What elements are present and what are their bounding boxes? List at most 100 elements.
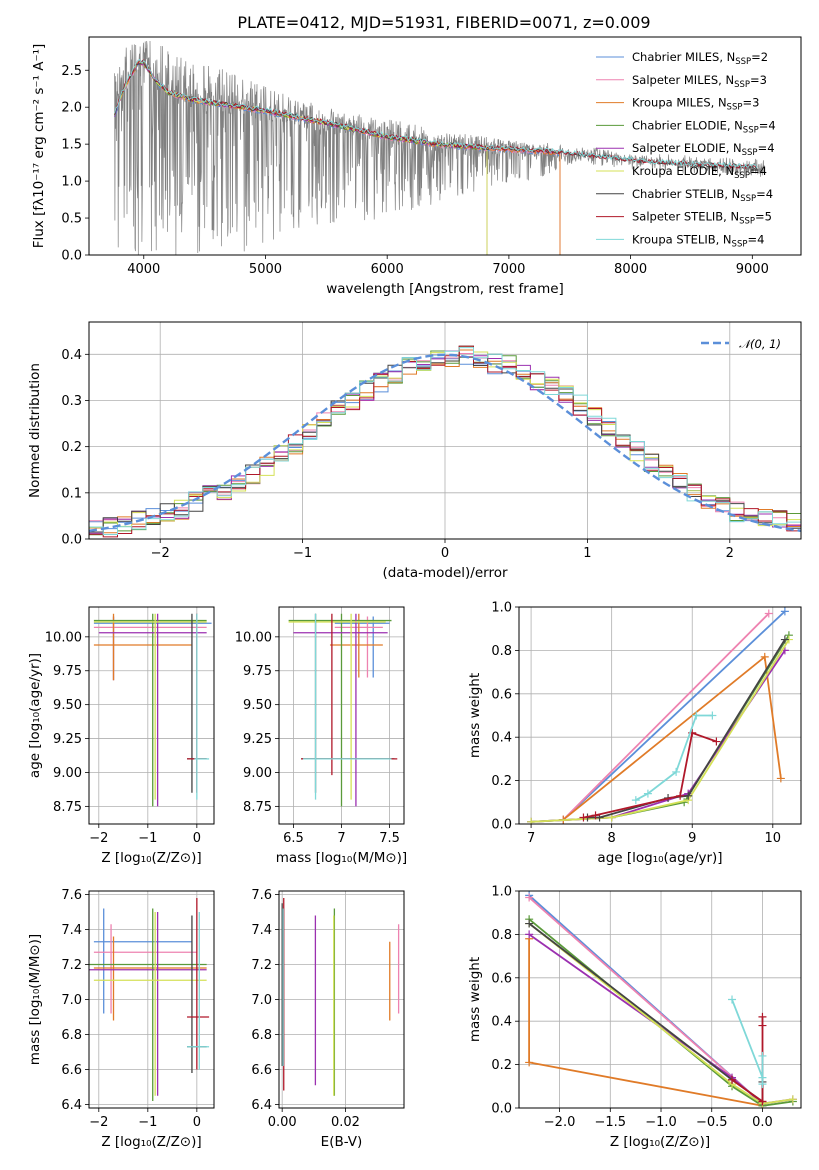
age-vs-Z-xtick-label: −1 (138, 831, 157, 846)
legend-entry-value: =2 (751, 50, 768, 64)
residuals-xtick-label: −2 (151, 546, 170, 561)
age-vs-Z-ytick-label: 9.75 (53, 664, 82, 679)
panels: 4000 5000 6000 7000 8000 90000.00.51.01.52.02… (27, 36, 802, 1150)
residuals-xtick-label: 0 (441, 546, 449, 561)
legend-entry-subscript: SSP (743, 125, 759, 135)
weight-vs-age-ytick-label: 0.4 (491, 731, 512, 746)
mass-vs-EBV-ytick-label: 7.6 (251, 888, 272, 903)
mass-vs-Z-xtick-label: −1 (138, 1115, 157, 1130)
spectrum-ytick-label: 0.0 (61, 249, 82, 264)
mass-vs-EBV-ytick-label: 6.8 (251, 1028, 272, 1043)
mass-weight-marker (780, 607, 789, 616)
residuals-legend: 𝒩(0, 1) (701, 337, 781, 351)
mass-vs-Z-plot-area (89, 898, 210, 1101)
age-vs-Z-ytick-label: 9.50 (53, 698, 82, 713)
age-vs-Z-ytick-label: 9.00 (53, 766, 82, 781)
legend-entry-value: =5 (755, 210, 772, 224)
legend-entry-text: Chabrier ELODIE, N (632, 118, 743, 132)
spectrum-xtick-label: 7000 (492, 262, 525, 277)
age-vs-mass-xtick-label: 7 (337, 831, 345, 846)
legend-entry-subscript: SSP (735, 57, 751, 67)
mass-vs-Z-xlabel: Z [log₁₀(Z/Z⊙)] (101, 1134, 201, 1150)
legend-entry-subscript: SSP (739, 217, 755, 227)
age-vs-Z-frame (88, 606, 215, 825)
weight-vs-age-xtick-label: 10 (765, 831, 782, 846)
age-vs-Z-ytick-label: 10.00 (45, 630, 82, 645)
legend-entry-text: Kroupa MILES, N (632, 96, 727, 110)
weight-vs-Z-ytick-label: 0.8 (491, 928, 512, 943)
age-vs-mass-ytick-label: 9.50 (243, 698, 272, 713)
mass-weight-marker (525, 893, 534, 902)
legend-entry: Kroupa ELODIE, NSSP=4 (632, 164, 767, 181)
legend-entry-value: =4 (750, 164, 767, 178)
residuals-panel: −2 −1 0 1 2 0.0 0.1 0.2 0.3 0.4 (data-model)/error… (27, 321, 802, 581)
age-vs-Z-xtick-label: 0 (193, 831, 201, 846)
figure-title: PLATE=0412, MJD=51931, FIBERID=0071, z=0… (237, 13, 650, 32)
legend-entry-subscript: SSP (732, 239, 748, 249)
weight-vs-Z-plot-area (525, 891, 797, 1108)
weight-vs-age-xtick-label: 7 (527, 831, 535, 846)
weight-vs-Z-ytick-label: 0.6 (491, 971, 512, 986)
spectrum-ylabel: Flux [fλ10⁻¹⁷ erg cm⁻² s⁻¹ A⁻¹] (31, 44, 47, 249)
legend-entry-subscript: SSP (727, 103, 743, 113)
mass-vs-Z-ylabel: mass [log₁₀(M/M⊙)] (27, 934, 43, 1065)
mass-vs-Z-ytick-label: 7.6 (61, 888, 82, 903)
legend-entry-text: Kroupa STELIB, N (632, 232, 732, 246)
spectrum-xtick-label: 5000 (249, 262, 282, 277)
mass-weight-marker (672, 767, 681, 776)
age-vs-Z-ytick-label: 8.75 (53, 800, 82, 815)
weight-vs-age-ytick-label: 0.0 (491, 818, 512, 833)
legend-entry-text: Salpeter MILES, N (632, 73, 734, 87)
residuals-ytick-label: 0.4 (61, 348, 82, 363)
legend-entry-text: Chabrier MILES, N (632, 50, 735, 64)
mass-weight-line (731, 999, 764, 1085)
age-vs-Z-plot-area (93, 613, 212, 807)
age-vs-mass-xtick-label: 6.5 (283, 831, 304, 846)
mass-weight-marker (780, 635, 789, 644)
spectrum-panel: 4000 5000 6000 7000 8000 9000 0.0 0.5 1.0 1.5 2.0 2… (31, 36, 802, 297)
mass-weight-marker (728, 1075, 737, 1084)
legend-entry-value: =4 (756, 187, 773, 201)
residuals-xlabel: (data-model)/error (382, 565, 508, 581)
age-vs-mass-ytick-label: 9.75 (243, 664, 272, 679)
mass-vs-Z-ytick-label: 6.6 (61, 1063, 82, 1078)
mass-weight-marker (764, 609, 773, 618)
age-vs-mass-xtick-label: 7.5 (379, 831, 400, 846)
residuals-xtick-label: −1 (293, 546, 312, 561)
legend-entry-text: Kroupa ELODIE, N (632, 164, 734, 178)
mass-weight-marker (788, 1095, 797, 1104)
mass-weight-marker (643, 789, 652, 798)
mass-vs-Z-xtick-label: 0 (193, 1115, 201, 1130)
mass-weight-marker (525, 930, 534, 939)
spectrum-ytick-label: 1.5 (61, 138, 82, 153)
legend-entry-subscript: SSP (734, 171, 750, 181)
weight-vs-Z-ylabel: mass weight (467, 957, 483, 1042)
legend-entry: Chabrier MILES, NSSP=2 (632, 50, 768, 67)
residuals-ytick-label: 0.3 (61, 394, 82, 409)
mass-weight-marker (758, 1012, 767, 1021)
mass-weight-line (562, 612, 770, 821)
residuals-xtick-label: 2 (726, 546, 734, 561)
legend-entry-value: =4 (758, 141, 775, 155)
mass-weight-line (531, 639, 790, 823)
mass-weight-line (528, 922, 794, 1105)
mass-vs-EBV-ytick-label: 7.2 (251, 958, 272, 973)
spectrum-xtick-label: 6000 (371, 262, 404, 277)
mass-weight-marker (708, 711, 717, 720)
spectrum-frame (88, 36, 802, 256)
age-vs-Z-xtick-label: −2 (89, 831, 108, 846)
residuals-ytick-label: 0.1 (61, 486, 82, 501)
weight-vs-age-xtick-label: 9 (688, 831, 696, 846)
spectrum-xlabel: wavelength [Angstrom, rest frame] (326, 281, 564, 297)
normal-reference-curve (89, 353, 801, 533)
mass-vs-Z-ytick-label: 6.8 (61, 1028, 82, 1043)
mass-weight-marker (712, 737, 721, 746)
mass-vs-EBV-panel: 0.00 0.02 6.4 6.6 6.8 7.0 7.2 7.4 7.6 E(B-V) (251, 888, 405, 1150)
mass-vs-Z-ytick-label: 7.4 (61, 923, 82, 938)
mass-vs-EBV-ytick-label: 6.4 (251, 1098, 272, 1113)
mass-vs-EBV-xlabel: E(B-V) (321, 1134, 363, 1150)
legend-entry: Salpeter ELODIE, NSSP=4 (632, 141, 775, 158)
mass-vs-Z-panel: −2 −1 0 6.4 6.6 6.8 7.0 7.2 7.4 7.6 Z [log₁₀(Z/Z⊙)… (27, 888, 215, 1150)
mass-weight-marker (758, 1051, 767, 1060)
